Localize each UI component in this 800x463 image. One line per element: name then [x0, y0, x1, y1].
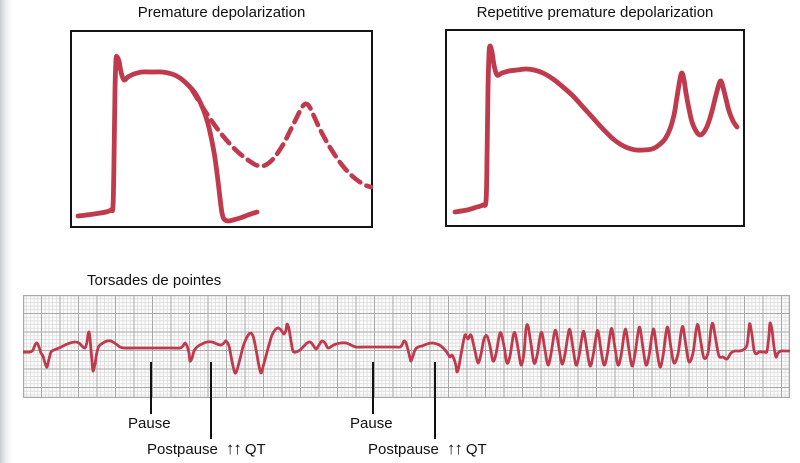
early-afterdepolarization-dashed-curve — [189, 87, 373, 190]
ecg-trace — [23, 321, 790, 375]
action-potential-curve — [75, 53, 260, 224]
postpause-label-text: Postpause — [147, 441, 218, 458]
repetitive-panel-title: Repetitive premature depolarization — [476, 4, 714, 21]
qt-label-text: QT — [244, 441, 266, 458]
pause-label-2: Pause — [350, 415, 393, 432]
pause-label-1: Pause — [128, 415, 171, 432]
repetitive-action-potential-curve — [452, 43, 740, 215]
premature-depolarization-panel — [70, 30, 373, 228]
torsades-title: Torsades de pointes — [87, 272, 222, 289]
ecg-strip — [23, 295, 790, 398]
postpause-pointer-line-2 — [434, 362, 436, 439]
postpause-label-1: Postpause ↑↑ QT — [147, 440, 266, 458]
repetitive-depolarization-plot — [445, 29, 745, 227]
pause-pointer-line-2 — [372, 362, 374, 414]
page-edge-shading — [0, 0, 13, 463]
pause-label-text: Pause — [350, 415, 393, 432]
postpause-label-2: Postpause ↑↑ QT — [368, 440, 487, 458]
repetitive-premature-depolarization-panel — [445, 29, 745, 227]
plot-frame — [70, 30, 373, 228]
qt-label-text: QT — [465, 441, 487, 458]
postpause-label-text: Postpause — [368, 441, 439, 458]
plot-frame — [445, 29, 745, 227]
ecg-strip-border — [23, 295, 790, 398]
premature-panel-title: Premature depolarization — [137, 4, 306, 21]
ecg-strip-plot — [23, 295, 790, 398]
premature-depolarization-plot — [70, 30, 373, 228]
pause-pointer-line-1 — [150, 362, 152, 414]
pause-label-text: Pause — [128, 415, 171, 432]
postpause-pointer-line-1 — [210, 362, 212, 439]
qt-increase-arrows-icon: ↑↑ — [225, 439, 242, 458]
qt-increase-arrows-icon: ↑↑ — [446, 439, 463, 458]
